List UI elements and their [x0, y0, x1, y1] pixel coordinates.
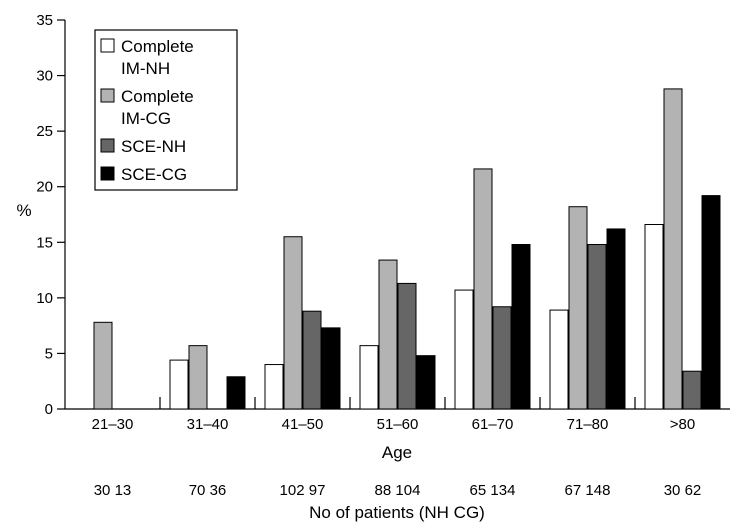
- legend-label: SCE-NH: [121, 137, 186, 156]
- y-tick-label: 35: [36, 12, 53, 29]
- bar: [511, 244, 531, 410]
- y-tick-label: 25: [36, 123, 53, 140]
- bar: [606, 228, 626, 410]
- y-tick-label: 15: [36, 234, 53, 251]
- bar: [701, 195, 721, 410]
- bar: [169, 359, 189, 410]
- x-tick-label: 61–70: [472, 416, 514, 433]
- legend-label: IM-NH: [121, 59, 170, 78]
- patient-count: 65 134: [470, 482, 516, 499]
- x-tick-label: 71–80: [567, 416, 609, 433]
- legend-label: SCE-CG: [121, 165, 187, 184]
- bar: [378, 259, 398, 410]
- bar: [644, 224, 664, 410]
- y-axis: 0 5 10 15 20 25 30 35: [36, 12, 66, 418]
- bar: [283, 236, 303, 410]
- legend-swatch: [100, 138, 115, 153]
- x-tick-label: 21–30: [92, 416, 134, 433]
- x-tick-label: 41–50: [282, 416, 324, 433]
- patient-count: 102 97: [280, 482, 326, 499]
- bar: [93, 321, 113, 410]
- legend-swatch: [100, 166, 115, 181]
- patient-count: 70 36: [189, 482, 227, 499]
- bar: [359, 345, 379, 410]
- y-tick-label: 5: [45, 345, 53, 362]
- x-tick-label: 51–60: [377, 416, 419, 433]
- y-tick-label: 30: [36, 68, 53, 85]
- bars: [93, 88, 721, 410]
- legend-item: Complete IM-CG: [100, 87, 194, 128]
- y-axis-title: %: [16, 201, 31, 220]
- x-tick-label: >80: [670, 416, 695, 433]
- y-tick-label: 0: [45, 401, 53, 418]
- patients-axis-title: No of patients (NH CG): [309, 503, 485, 522]
- bar: [549, 309, 569, 410]
- patient-count: 30 13: [94, 482, 132, 499]
- bar: [663, 88, 683, 410]
- legend: Complete IM-NH Complete IM-CG SCE-NH SCE-CG: [94, 29, 238, 191]
- patient-count: 67 148: [565, 482, 611, 499]
- bar: [397, 282, 417, 410]
- legend-swatch: [100, 88, 115, 103]
- bar: [226, 376, 246, 410]
- bar: [454, 289, 474, 410]
- bar: [302, 310, 322, 410]
- legend-label: Complete: [121, 87, 194, 106]
- y-tick-label: 20: [36, 179, 53, 196]
- legend-label: Complete: [121, 37, 194, 56]
- bar: [587, 244, 607, 410]
- bar: [416, 355, 436, 410]
- bar: [188, 345, 208, 410]
- patient-counts: 30 13 70 36 102 97 88 104 65 134 67 148 30 62: [94, 482, 702, 499]
- bar: [473, 168, 493, 410]
- legend-item: SCE-NH: [100, 137, 186, 156]
- bar: [492, 306, 512, 410]
- legend-item: SCE-CG: [100, 165, 187, 184]
- legend-box: [94, 29, 238, 191]
- legend-item: Complete IM-NH: [100, 37, 194, 78]
- legend-swatch: [100, 38, 115, 53]
- patient-count: 88 104: [375, 482, 421, 499]
- legend-label: IM-CG: [121, 109, 171, 128]
- x-axis-title: Age: [382, 443, 412, 462]
- y-tick-label: 10: [36, 290, 53, 307]
- x-tick-label: 31–40: [187, 416, 229, 433]
- bar: [321, 327, 341, 410]
- patient-count: 30 62: [664, 482, 702, 499]
- bar: [264, 364, 284, 410]
- bar: [568, 206, 588, 410]
- bar: [682, 370, 702, 410]
